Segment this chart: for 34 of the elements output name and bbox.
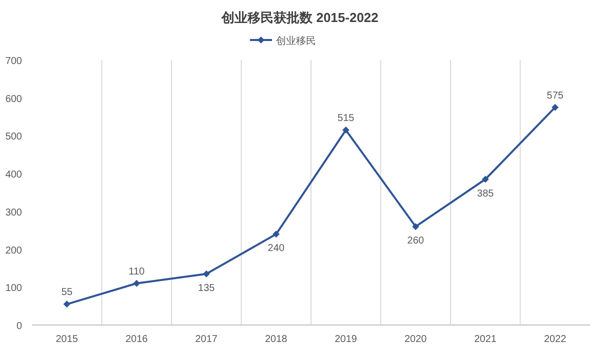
data-label: 260 <box>407 236 424 247</box>
point <box>272 230 280 238</box>
point <box>412 223 420 230</box>
x-tick-label: 2018 <box>265 334 288 345</box>
chart-title: 创业移民获批数 2015-2022 <box>220 10 378 25</box>
y-tick-label: 0 <box>16 321 22 332</box>
point <box>63 300 70 308</box>
data-label: 135 <box>198 282 216 294</box>
y-tick-label: 100 <box>5 283 22 294</box>
data-label: 575 <box>546 90 564 102</box>
y-tick-label: 700 <box>5 56 22 67</box>
y-tick-label: 600 <box>5 94 22 105</box>
y-tick-label: 300 <box>5 207 22 218</box>
point <box>202 270 210 278</box>
x-tick-label: 2016 <box>126 334 148 345</box>
y-tick-label: 400 <box>5 170 22 181</box>
data-label: 515 <box>338 113 355 124</box>
point <box>133 280 140 287</box>
x-tick-label: 2015 <box>56 334 78 345</box>
x-tick-label: 2019 <box>334 334 358 345</box>
point <box>482 176 489 183</box>
data-label: 55 <box>61 287 73 298</box>
point <box>342 126 350 134</box>
x-tick-label: 2017 <box>195 334 218 345</box>
data-label: 110 <box>128 266 146 278</box>
data-label: 240 <box>268 243 285 254</box>
data-label: 385 <box>477 188 494 200</box>
point <box>552 104 559 111</box>
x-tick-label: 2022 <box>544 334 567 345</box>
y-tick-label: 200 <box>5 245 22 256</box>
x-tick-label: 2020 <box>404 334 428 345</box>
x-tick-label: 2021 <box>474 334 497 345</box>
y-tick-label: 500 <box>5 132 22 143</box>
legend-label: 创业移民 <box>276 35 316 47</box>
